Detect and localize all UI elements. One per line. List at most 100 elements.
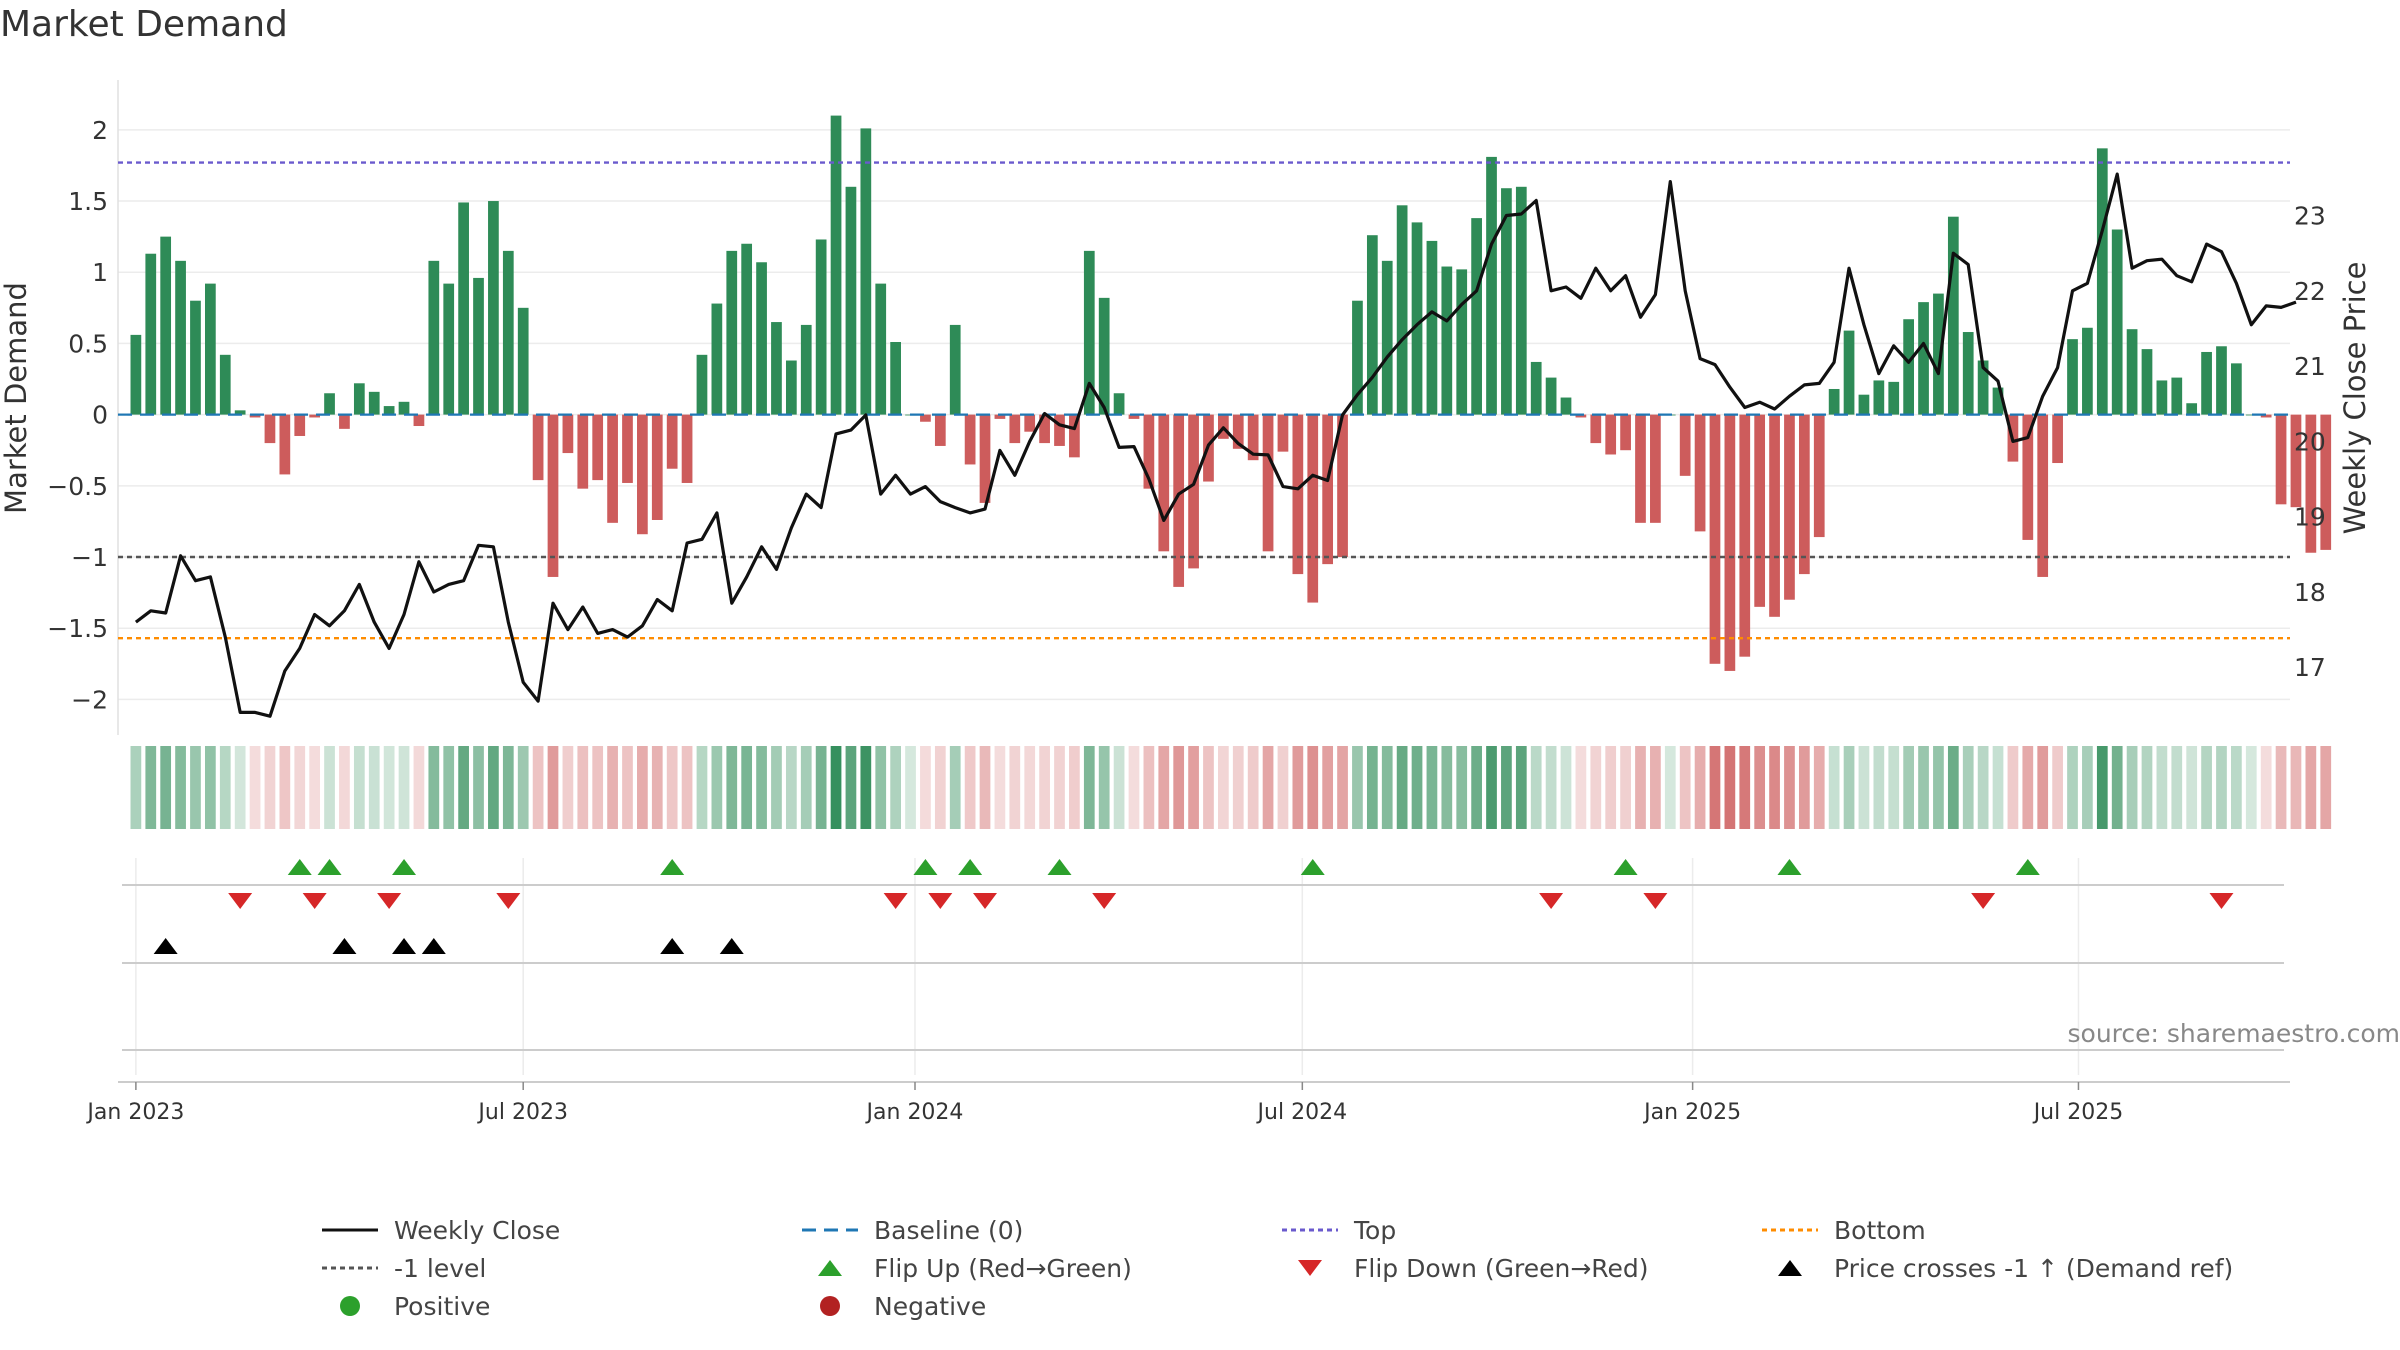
heat-cell	[2245, 746, 2257, 829]
demand-bar	[1694, 414, 1706, 532]
y-tick-label: −1.5	[47, 614, 108, 643]
demand-bar	[1396, 205, 1408, 415]
demand-bar	[2037, 414, 2049, 577]
heat-cell	[2260, 746, 2272, 829]
reference-levels	[118, 161, 2290, 640]
demand-bars	[130, 115, 2332, 671]
demand-bar	[517, 307, 529, 415]
heat-cell	[1441, 746, 1453, 829]
gridlines	[117, 80, 2290, 1083]
demand-bar	[1620, 414, 1631, 451]
heat-cell	[1009, 746, 1021, 829]
demand-bar	[1501, 188, 1512, 415]
heat-cell	[279, 746, 291, 829]
flip-up-marker	[1047, 859, 1072, 875]
demand-bar	[2216, 346, 2227, 415]
heat-cell	[1575, 746, 1587, 829]
demand-bar	[890, 342, 901, 415]
x-tick-label: Jul 2024	[1256, 1100, 1348, 1125]
heat-cell	[1515, 746, 1527, 829]
heat-cell	[1992, 746, 2004, 829]
demand-bar	[651, 414, 663, 520]
heat-cell	[1113, 746, 1125, 829]
heat-cell	[1873, 746, 1885, 829]
demand-bar	[398, 401, 410, 415]
heat-cell	[1188, 746, 1199, 829]
demand-bar	[2022, 414, 2034, 540]
legend-symbol-top	[1282, 1228, 1338, 1232]
demand-bar	[1560, 397, 1572, 415]
heat-cell	[443, 746, 455, 829]
demand-bar	[175, 260, 186, 415]
heat-cell	[1977, 746, 1989, 829]
heat-cell	[1307, 746, 1319, 829]
heat-cell	[1903, 746, 1914, 829]
flip-up-marker	[913, 859, 938, 875]
demand-bar	[1292, 414, 1304, 575]
demand-bar	[1173, 414, 1185, 587]
demand-bar	[1232, 414, 1244, 449]
demand-bar	[160, 236, 172, 415]
heat-cell	[1247, 746, 1259, 829]
y2-tick-label: 23	[2294, 202, 2326, 231]
legend-symbol-bottom	[1762, 1228, 1818, 1232]
heat-cell	[175, 746, 186, 829]
heat-cell	[1396, 746, 1408, 829]
demand-bar	[1471, 218, 1482, 415]
demand-bar	[637, 414, 648, 535]
heat-cell	[1262, 746, 1274, 829]
demand-bar	[1590, 414, 1602, 444]
legend: Weekly Close Baseline (0) Top Bottom -1 …	[320, 1212, 2280, 1332]
flip-down-marker	[228, 893, 253, 909]
demand-bar	[741, 243, 753, 415]
heat-cell	[860, 746, 872, 829]
heat-cell	[830, 746, 842, 829]
heat-cell	[607, 746, 618, 829]
demand-bar	[264, 414, 276, 444]
heat-cell	[1292, 746, 1304, 829]
heat-cell	[1679, 746, 1691, 829]
flip-down-marker	[1643, 893, 1668, 909]
demand-bar	[1873, 380, 1885, 415]
heat-cell	[1381, 746, 1393, 829]
demand-bar	[1098, 297, 1110, 415]
y-tick-label: −1	[71, 543, 108, 572]
demand-bar	[1962, 332, 1974, 415]
demand-bar	[130, 334, 142, 415]
demand-bar	[219, 354, 231, 415]
heat-cell	[488, 746, 499, 829]
flip-down-marker	[377, 893, 402, 909]
demand-bar	[2171, 377, 2183, 415]
demand-bar	[428, 260, 440, 415]
heat-cell	[1769, 746, 1780, 829]
y-axis-left: −2 −1.5 −1 −0.5 0 0.5 1 1.5 2	[47, 116, 108, 715]
heat-cell	[398, 746, 410, 829]
heat-cell	[1650, 746, 1661, 829]
legend-symbol-cross	[1778, 1260, 1802, 1276]
legend-triangle	[1298, 1260, 1322, 1276]
demand-bar	[1977, 360, 1989, 415]
heat-cell	[458, 746, 469, 829]
heat-cell	[696, 746, 708, 829]
flip-down-marker	[1092, 893, 1117, 909]
demand-bar	[2186, 403, 2198, 415]
market-demand-chart: −2 −1.5 −1 −0.5 0 0.5 1 1.5 2 17 18 19 20 21 22 23 Jan…	[0, 80, 2372, 1125]
demand-bar	[443, 283, 455, 415]
demand-bar	[532, 414, 544, 481]
heat-cell	[2320, 746, 2332, 829]
y-axis-right: 17 18 19 20 21 22 23	[2294, 202, 2326, 683]
demand-bar	[473, 277, 484, 415]
demand-bar	[1083, 250, 1095, 415]
heat-cell	[2022, 746, 2034, 829]
heat-cell	[1366, 746, 1378, 829]
heat-cell	[1918, 746, 1929, 829]
legend-label: Flip Down (Green→Red)	[1354, 1253, 1649, 1283]
demand-bar	[1545, 377, 1557, 415]
demand-bar	[994, 414, 1006, 419]
y-tick-label: 1.5	[68, 187, 108, 216]
heat-cell	[1218, 746, 1229, 829]
demand-bar	[339, 414, 350, 429]
demand-bar	[1888, 381, 1900, 415]
heat-cell	[1456, 746, 1468, 829]
demand-bar	[1828, 388, 1840, 415]
